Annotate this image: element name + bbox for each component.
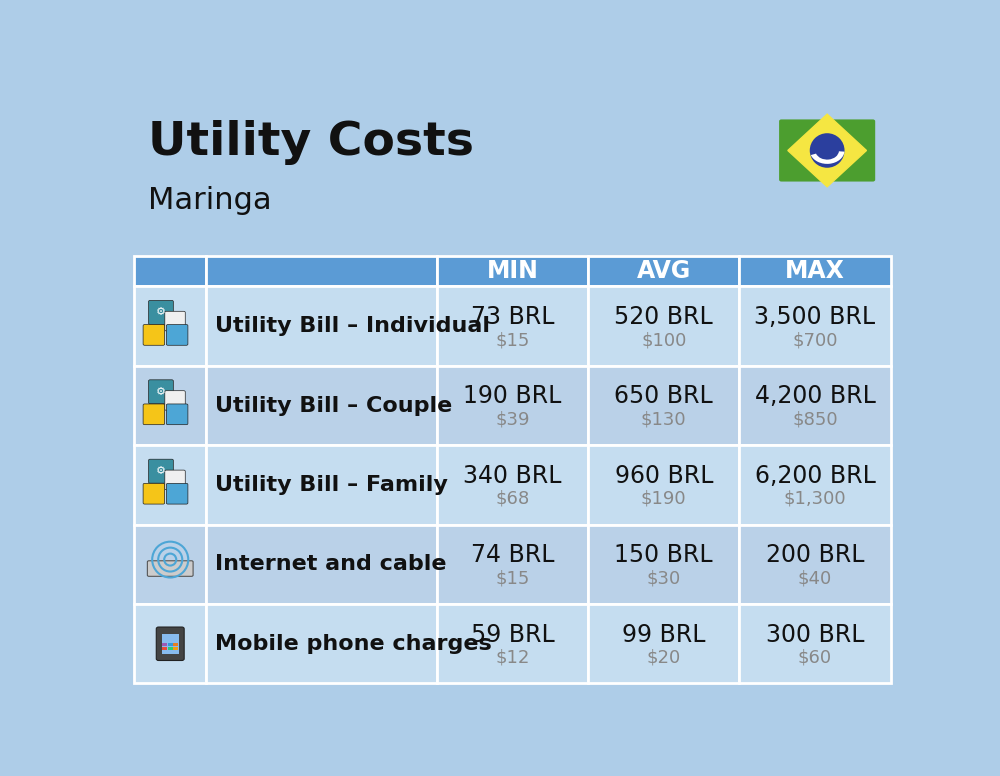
FancyBboxPatch shape xyxy=(588,604,739,684)
FancyBboxPatch shape xyxy=(206,365,437,445)
FancyBboxPatch shape xyxy=(437,255,588,286)
FancyBboxPatch shape xyxy=(588,255,739,286)
Text: Utility Bill – Family: Utility Bill – Family xyxy=(215,475,448,495)
Text: $15: $15 xyxy=(495,331,530,349)
Text: ⚙: ⚙ xyxy=(156,466,166,476)
FancyBboxPatch shape xyxy=(206,286,437,365)
Text: $15: $15 xyxy=(495,570,530,587)
FancyBboxPatch shape xyxy=(165,390,185,411)
Text: 190 BRL: 190 BRL xyxy=(463,384,562,408)
Text: ⚙: ⚙ xyxy=(156,307,166,317)
FancyBboxPatch shape xyxy=(165,311,185,331)
FancyBboxPatch shape xyxy=(206,255,437,286)
Text: $39: $39 xyxy=(495,411,530,428)
FancyBboxPatch shape xyxy=(143,483,165,504)
FancyBboxPatch shape xyxy=(165,470,185,490)
Text: Mobile phone charges: Mobile phone charges xyxy=(215,634,492,653)
FancyBboxPatch shape xyxy=(149,459,173,483)
FancyBboxPatch shape xyxy=(588,365,739,445)
FancyBboxPatch shape xyxy=(588,286,739,365)
FancyBboxPatch shape xyxy=(739,365,891,445)
FancyBboxPatch shape xyxy=(739,604,891,684)
Text: AVG: AVG xyxy=(637,259,691,283)
FancyBboxPatch shape xyxy=(437,525,588,604)
Text: $190: $190 xyxy=(641,490,687,508)
FancyBboxPatch shape xyxy=(166,483,188,504)
FancyBboxPatch shape xyxy=(437,604,588,684)
Text: $30: $30 xyxy=(647,570,681,587)
Text: $130: $130 xyxy=(641,411,687,428)
FancyBboxPatch shape xyxy=(166,324,188,345)
FancyBboxPatch shape xyxy=(739,445,891,525)
FancyBboxPatch shape xyxy=(739,286,891,365)
Text: 200 BRL: 200 BRL xyxy=(766,543,864,567)
Text: 520 BRL: 520 BRL xyxy=(614,305,713,329)
Wedge shape xyxy=(811,151,844,164)
Text: 340 BRL: 340 BRL xyxy=(463,464,562,488)
FancyBboxPatch shape xyxy=(134,365,206,445)
Ellipse shape xyxy=(810,133,845,168)
Text: $1,300: $1,300 xyxy=(784,490,846,508)
Text: $20: $20 xyxy=(647,649,681,667)
Text: 300 BRL: 300 BRL xyxy=(766,622,864,646)
FancyBboxPatch shape xyxy=(206,604,437,684)
Text: 150 BRL: 150 BRL xyxy=(614,543,713,567)
FancyBboxPatch shape xyxy=(143,324,165,345)
Text: 74 BRL: 74 BRL xyxy=(471,543,554,567)
Text: Internet and cable: Internet and cable xyxy=(215,554,447,574)
FancyBboxPatch shape xyxy=(134,445,206,525)
FancyBboxPatch shape xyxy=(134,525,206,604)
Text: 6,200 BRL: 6,200 BRL xyxy=(755,464,875,488)
Polygon shape xyxy=(788,114,866,187)
FancyBboxPatch shape xyxy=(779,120,875,182)
FancyBboxPatch shape xyxy=(143,404,165,424)
FancyBboxPatch shape xyxy=(168,646,173,650)
Text: MIN: MIN xyxy=(487,259,538,283)
FancyBboxPatch shape xyxy=(437,365,588,445)
FancyBboxPatch shape xyxy=(168,643,173,646)
Text: $12: $12 xyxy=(495,649,530,667)
Text: 650 BRL: 650 BRL xyxy=(614,384,713,408)
Text: $700: $700 xyxy=(792,331,838,349)
Text: Utility Bill – Couple: Utility Bill – Couple xyxy=(215,396,453,416)
FancyBboxPatch shape xyxy=(134,255,206,286)
FancyBboxPatch shape xyxy=(588,445,739,525)
FancyBboxPatch shape xyxy=(162,643,167,646)
FancyBboxPatch shape xyxy=(739,525,891,604)
FancyBboxPatch shape xyxy=(166,404,188,424)
FancyBboxPatch shape xyxy=(134,286,206,365)
FancyBboxPatch shape xyxy=(162,634,179,654)
Text: 99 BRL: 99 BRL xyxy=(622,622,706,646)
FancyBboxPatch shape xyxy=(437,445,588,525)
Text: MAX: MAX xyxy=(785,259,845,283)
FancyBboxPatch shape xyxy=(147,561,193,577)
Text: Maringa: Maringa xyxy=(148,185,272,215)
FancyBboxPatch shape xyxy=(149,300,173,324)
Text: $60: $60 xyxy=(798,649,832,667)
FancyBboxPatch shape xyxy=(588,525,739,604)
Text: 4,200 BRL: 4,200 BRL xyxy=(755,384,875,408)
Text: 73 BRL: 73 BRL xyxy=(471,305,554,329)
Text: $100: $100 xyxy=(641,331,686,349)
Text: $850: $850 xyxy=(792,411,838,428)
FancyBboxPatch shape xyxy=(156,627,184,660)
Text: $68: $68 xyxy=(495,490,530,508)
Text: 960 BRL: 960 BRL xyxy=(615,464,713,488)
Text: $40: $40 xyxy=(798,570,832,587)
FancyBboxPatch shape xyxy=(206,525,437,604)
FancyBboxPatch shape xyxy=(173,646,178,650)
FancyBboxPatch shape xyxy=(437,286,588,365)
Text: Utility Costs: Utility Costs xyxy=(148,120,474,165)
Text: 59 BRL: 59 BRL xyxy=(471,622,554,646)
Text: 3,500 BRL: 3,500 BRL xyxy=(754,305,876,329)
FancyBboxPatch shape xyxy=(162,646,167,650)
FancyBboxPatch shape xyxy=(173,643,178,646)
FancyBboxPatch shape xyxy=(739,255,891,286)
FancyBboxPatch shape xyxy=(206,445,437,525)
FancyBboxPatch shape xyxy=(149,379,173,404)
FancyBboxPatch shape xyxy=(134,604,206,684)
Text: ⚙: ⚙ xyxy=(156,386,166,397)
Text: Utility Bill – Individual: Utility Bill – Individual xyxy=(215,316,490,336)
